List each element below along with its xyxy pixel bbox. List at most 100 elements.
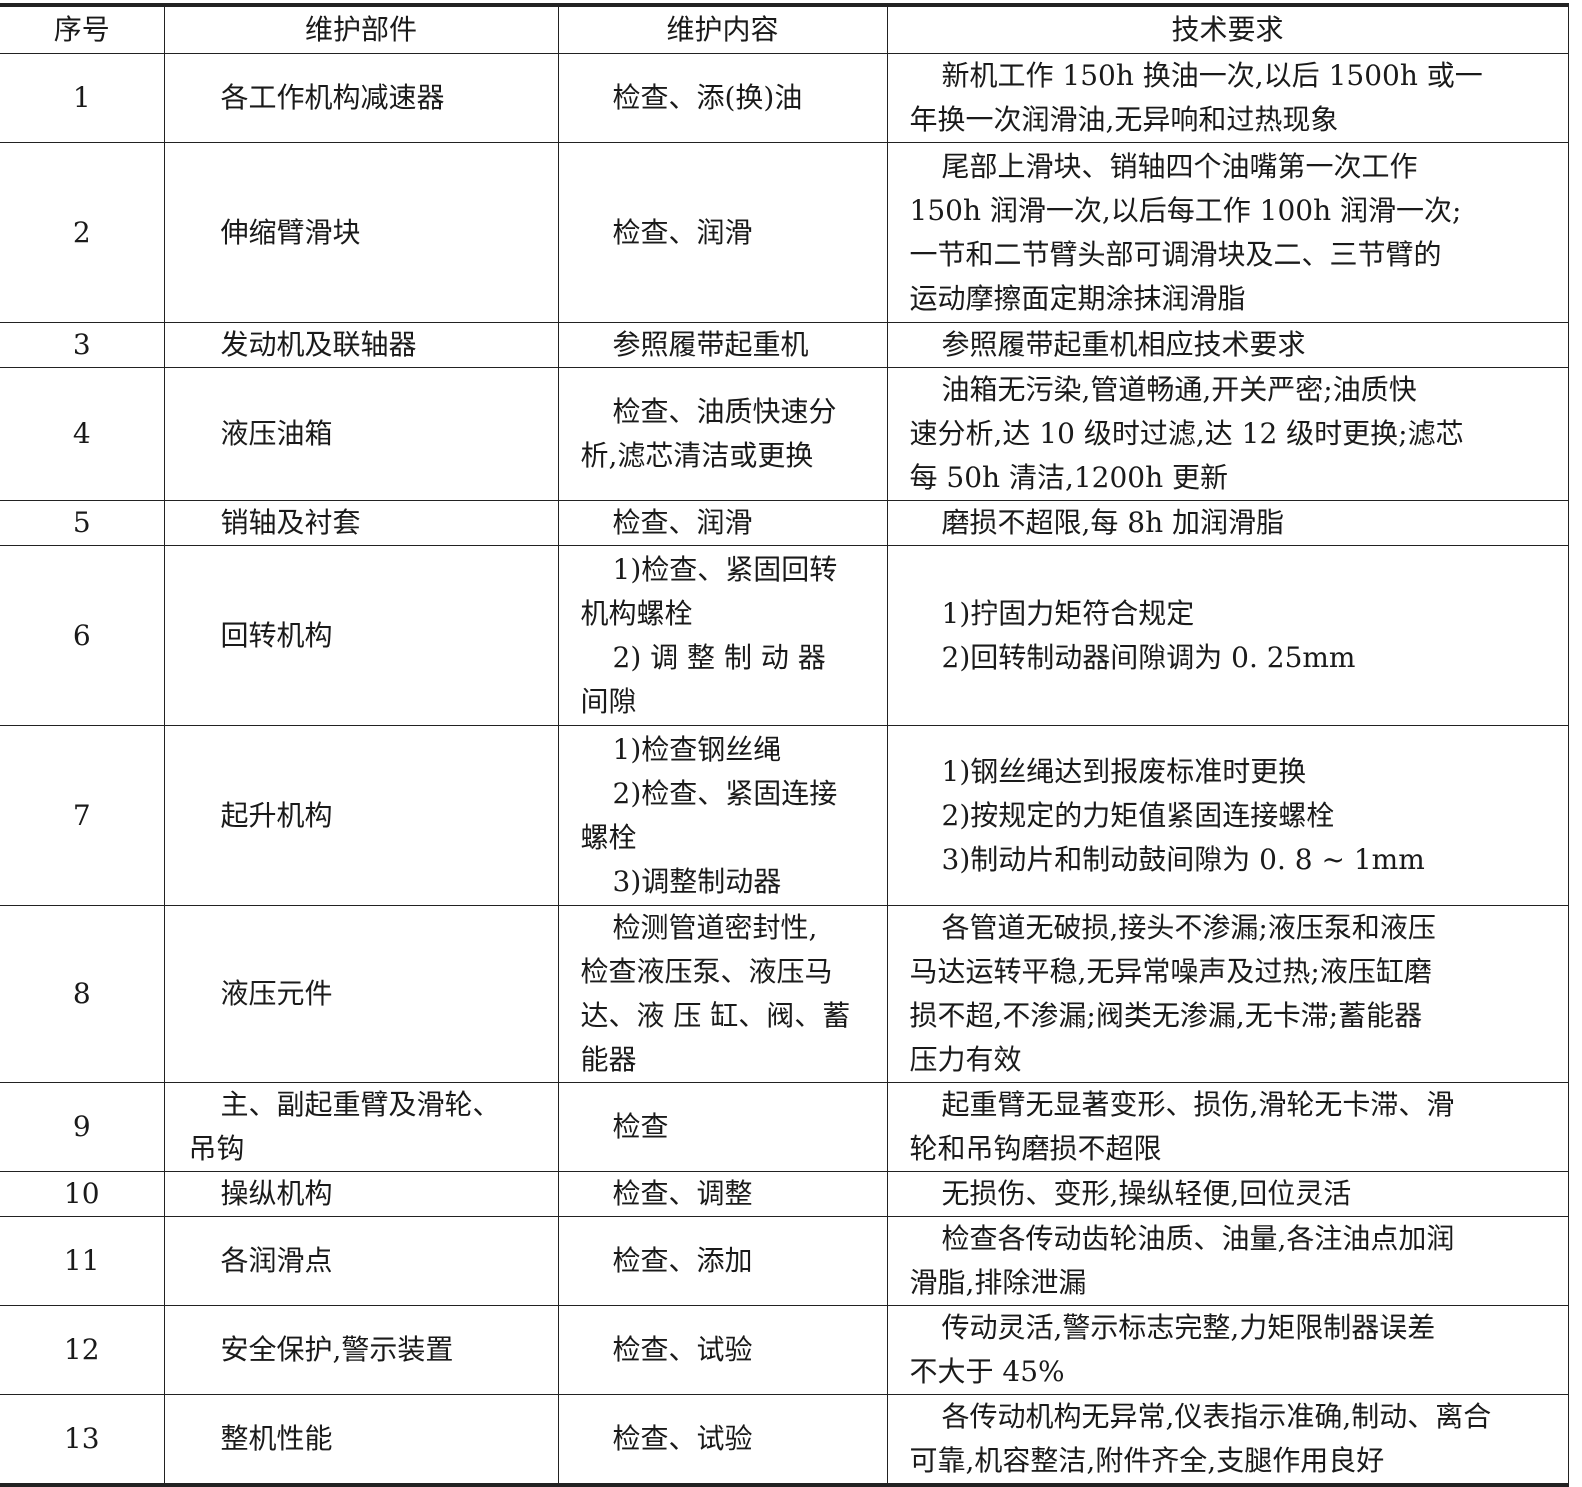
maintenance-content: 检测管道密封性, 检查液压泵、液压马 达、液 压 缸、阀、蓄 能器 (557, 905, 888, 1083)
text-line: 检查、添加 (612, 1244, 753, 1277)
technical-requirement: 传动灵活,警示标志完整,力矩限制器误差 不大于 45% (886, 1305, 1569, 1395)
text-line: 液压油箱 (220, 417, 333, 450)
technical-requirement: 油箱无污染,管道畅通,开关严密;油质快速分析,达 10 级时过滤,达 12 级时… (886, 367, 1569, 501)
technical-requirement: 参照履带起重机相应技术要求 (886, 322, 1569, 368)
technical-requirement: 各管道无破损,接头不渗漏;液压泵和液压马达运转平稳,无异常噪声及过热;液压缸磨损… (886, 905, 1569, 1083)
text-line: 能器 (580, 1043, 637, 1076)
text-line: 起升机构 (220, 798, 333, 832)
text-line: 吊钩 (188, 1132, 245, 1165)
text-line: 各管道无破损,接头不渗漏;液压泵和液压 (941, 911, 1436, 944)
text-line: 检查、添(换)油 (612, 81, 803, 114)
text-line: 参照履带起重机 (612, 328, 809, 361)
text-line: 检查 (612, 1110, 669, 1143)
text-line: 每 50h 清洁,1200h 更新 (909, 461, 1229, 494)
column-header: 维护部件 (163, 3, 559, 54)
maintenance-content: 1)检查、紧固回转 机构螺栓 2) 调 整 制 动 器间隙 (557, 545, 888, 726)
text-line: 轮和吊钩磨损不超限 (909, 1132, 1162, 1165)
text-line: 新机工作 150h 换油一次,以后 1500h 或一 (941, 59, 1483, 92)
text-line: 发动机及联轴器 (220, 328, 417, 361)
maintenance-part: 液压油箱 (163, 367, 559, 501)
text-line: 可靠,机容整洁,附件齐全,支腿作用良好 (909, 1444, 1385, 1477)
text-line: 压力有效 (909, 1043, 1022, 1076)
text-line: 2)检查、紧固连接 (612, 776, 838, 810)
maintenance-part: 销轴及衬套 (163, 500, 559, 546)
maintenance-part: 伸缩臂滑块 (163, 142, 559, 323)
text-line: 各工作机构减速器 (220, 81, 445, 114)
row-number: 9 (0, 1082, 165, 1172)
text-line: 速分析,达 10 级时过滤,达 12 级时更换;滤芯 (909, 417, 1464, 450)
row-number: 10 (0, 1171, 165, 1217)
technical-requirement: 起重臂无显著变形、损伤,滑轮无卡滞、滑轮和吊钩磨损不超限 (886, 1082, 1569, 1172)
text-line: 螺栓 (580, 820, 637, 854)
text-line: 1)钢丝绳达到报废标准时更换 (941, 754, 1307, 788)
text-line: 主、副起重臂及滑轮、 (220, 1088, 501, 1121)
text-line: 参照履带起重机相应技术要求 (941, 328, 1306, 361)
text-line: 不大于 45% (909, 1355, 1065, 1388)
text-line: 整机性能 (220, 1422, 333, 1455)
text-line: 3)制动片和制动鼓间隙为 0. 8 ~ 1mm (941, 842, 1425, 876)
text-line: 各传动机构无异常,仪表指示准确,制动、离合 (941, 1400, 1492, 1433)
text-line: 析,滤芯清洁或更换 (580, 439, 814, 472)
maintenance-part: 液压元件 (163, 905, 559, 1083)
table-row: 7 起升机构 1)检查钢丝绳 2)检查、紧固连接 螺栓 3)调整制动器 1)钢丝绳达到报废标… (0, 725, 1569, 906)
table-row: 10 操纵机构 检查、调整 无损伤、变形,操纵轻便,回位灵活 (0, 1171, 1569, 1217)
row-number: 7 (0, 725, 165, 906)
table-row: 13 整机性能 检查、试验 各传动机构无异常,仪表指示准确,制动、离合可靠,机容整洁,… (0, 1394, 1569, 1487)
text-line: 安全保护,警示装置 (220, 1333, 454, 1366)
column-header: 序号 (0, 3, 165, 54)
text-line: 尾部上滑块、销轴四个油嘴第一次工作 (941, 149, 1418, 183)
table-row: 6 回转机构 1)检查、紧固回转 机构螺栓 2) 调 整 制 动 器间隙 1)拧固力矩符合… (0, 545, 1569, 726)
text-line: 马达运转平稳,无异常噪声及过热;液压缸磨 (909, 955, 1432, 988)
maintenance-content: 检查、试验 (557, 1394, 888, 1487)
text-line: 2)按规定的力矩值紧固连接螺栓 (941, 798, 1335, 832)
table-row: 11 各润滑点 检查、添加 检查各传动齿轮油质、油量,各注油点加润 滑脂,排除泄漏 (0, 1216, 1569, 1306)
text-line: 检查、试验 (612, 1422, 753, 1455)
maintenance-content: 检查 (557, 1082, 888, 1172)
text-line: 检测管道密封性, (612, 911, 818, 944)
row-number: 3 (0, 322, 165, 368)
text-line: 回转机构 (220, 618, 333, 652)
row-number: 6 (0, 545, 165, 726)
technical-requirement: 1)拧固力矩符合规定 2)回转制动器间隙调为 0. 25mm (886, 545, 1569, 726)
text-line: 滑脂,排除泄漏 (909, 1266, 1087, 1299)
maintenance-content: 参照履带起重机 (557, 322, 888, 368)
table-row: 3 发动机及联轴器 参照履带起重机 参照履带起重机相应技术要求 (0, 322, 1569, 368)
row-number: 13 (0, 1394, 165, 1487)
text-line: 达、液 压 缸、阀、蓄 (580, 999, 851, 1032)
row-number: 5 (0, 500, 165, 546)
maintenance-content: 检查、试验 (557, 1305, 888, 1395)
maintenance-part: 安全保护,警示装置 (163, 1305, 559, 1395)
maintenance-content: 检查、添加 (557, 1216, 888, 1306)
row-number: 12 (0, 1305, 165, 1395)
text-line: 检查各传动齿轮油质、油量,各注油点加润 (941, 1222, 1455, 1255)
maintenance-part: 各润滑点 (163, 1216, 559, 1306)
maintenance-content: 检查、润滑 (557, 500, 888, 546)
table-row: 2 伸缩臂滑块 检查、润滑 尾部上滑块、销轴四个油嘴第一次工作 150h 润滑一次,以后… (0, 142, 1569, 323)
row-number: 1 (0, 53, 165, 143)
text-line: 销轴及衬套 (220, 506, 361, 539)
table-row: 4 液压油箱 检查、油质快速分 析,滤芯清洁或更换 油箱无污染,管道畅通,开关严密;油质… (0, 367, 1569, 501)
text-line: 油箱无污染,管道畅通,开关严密;油质快 (941, 373, 1417, 406)
maintenance-part: 操纵机构 (163, 1171, 559, 1217)
text-line: 150h 润滑一次,以后每工作 100h 润滑一次; (909, 193, 1462, 227)
text-line: 检查、润滑 (612, 506, 753, 539)
technical-requirement: 磨损不超限,每 8h 加润滑脂 (886, 500, 1569, 546)
table-row: 5 销轴及衬套 检查、润滑 磨损不超限,每 8h 加润滑脂 (0, 500, 1569, 546)
text-line: 3)调整制动器 (612, 864, 782, 898)
row-number: 2 (0, 142, 165, 323)
text-line: 检查、油质快速分 (612, 395, 837, 428)
text-line: 起重臂无显著变形、损伤,滑轮无卡滞、滑 (941, 1088, 1455, 1121)
text-line: 年换一次润滑油,无异响和过热现象 (909, 103, 1339, 136)
maintenance-part: 各工作机构减速器 (163, 53, 559, 143)
text-line: 操纵机构 (220, 1177, 333, 1210)
text-line: 间隙 (580, 684, 637, 718)
column-header: 维护内容 (557, 3, 888, 54)
text-line: 伸缩臂滑块 (220, 215, 361, 249)
maintenance-part: 回转机构 (163, 545, 559, 726)
technical-requirement: 新机工作 150h 换油一次,以后 1500h 或一年换一次润滑油,无异响和过热… (886, 53, 1569, 143)
header-row: 序号 维护部件 维护内容 技术要求 (0, 3, 1569, 54)
text-line: 检查、调整 (612, 1177, 753, 1210)
maintenance-content: 检查、油质快速分析,滤芯清洁或更换 (557, 367, 888, 501)
maintenance-part: 发动机及联轴器 (163, 322, 559, 368)
text-line: 损不超,不渗漏;阀类无渗漏,无卡滞;蓄能器 (909, 999, 1423, 1032)
